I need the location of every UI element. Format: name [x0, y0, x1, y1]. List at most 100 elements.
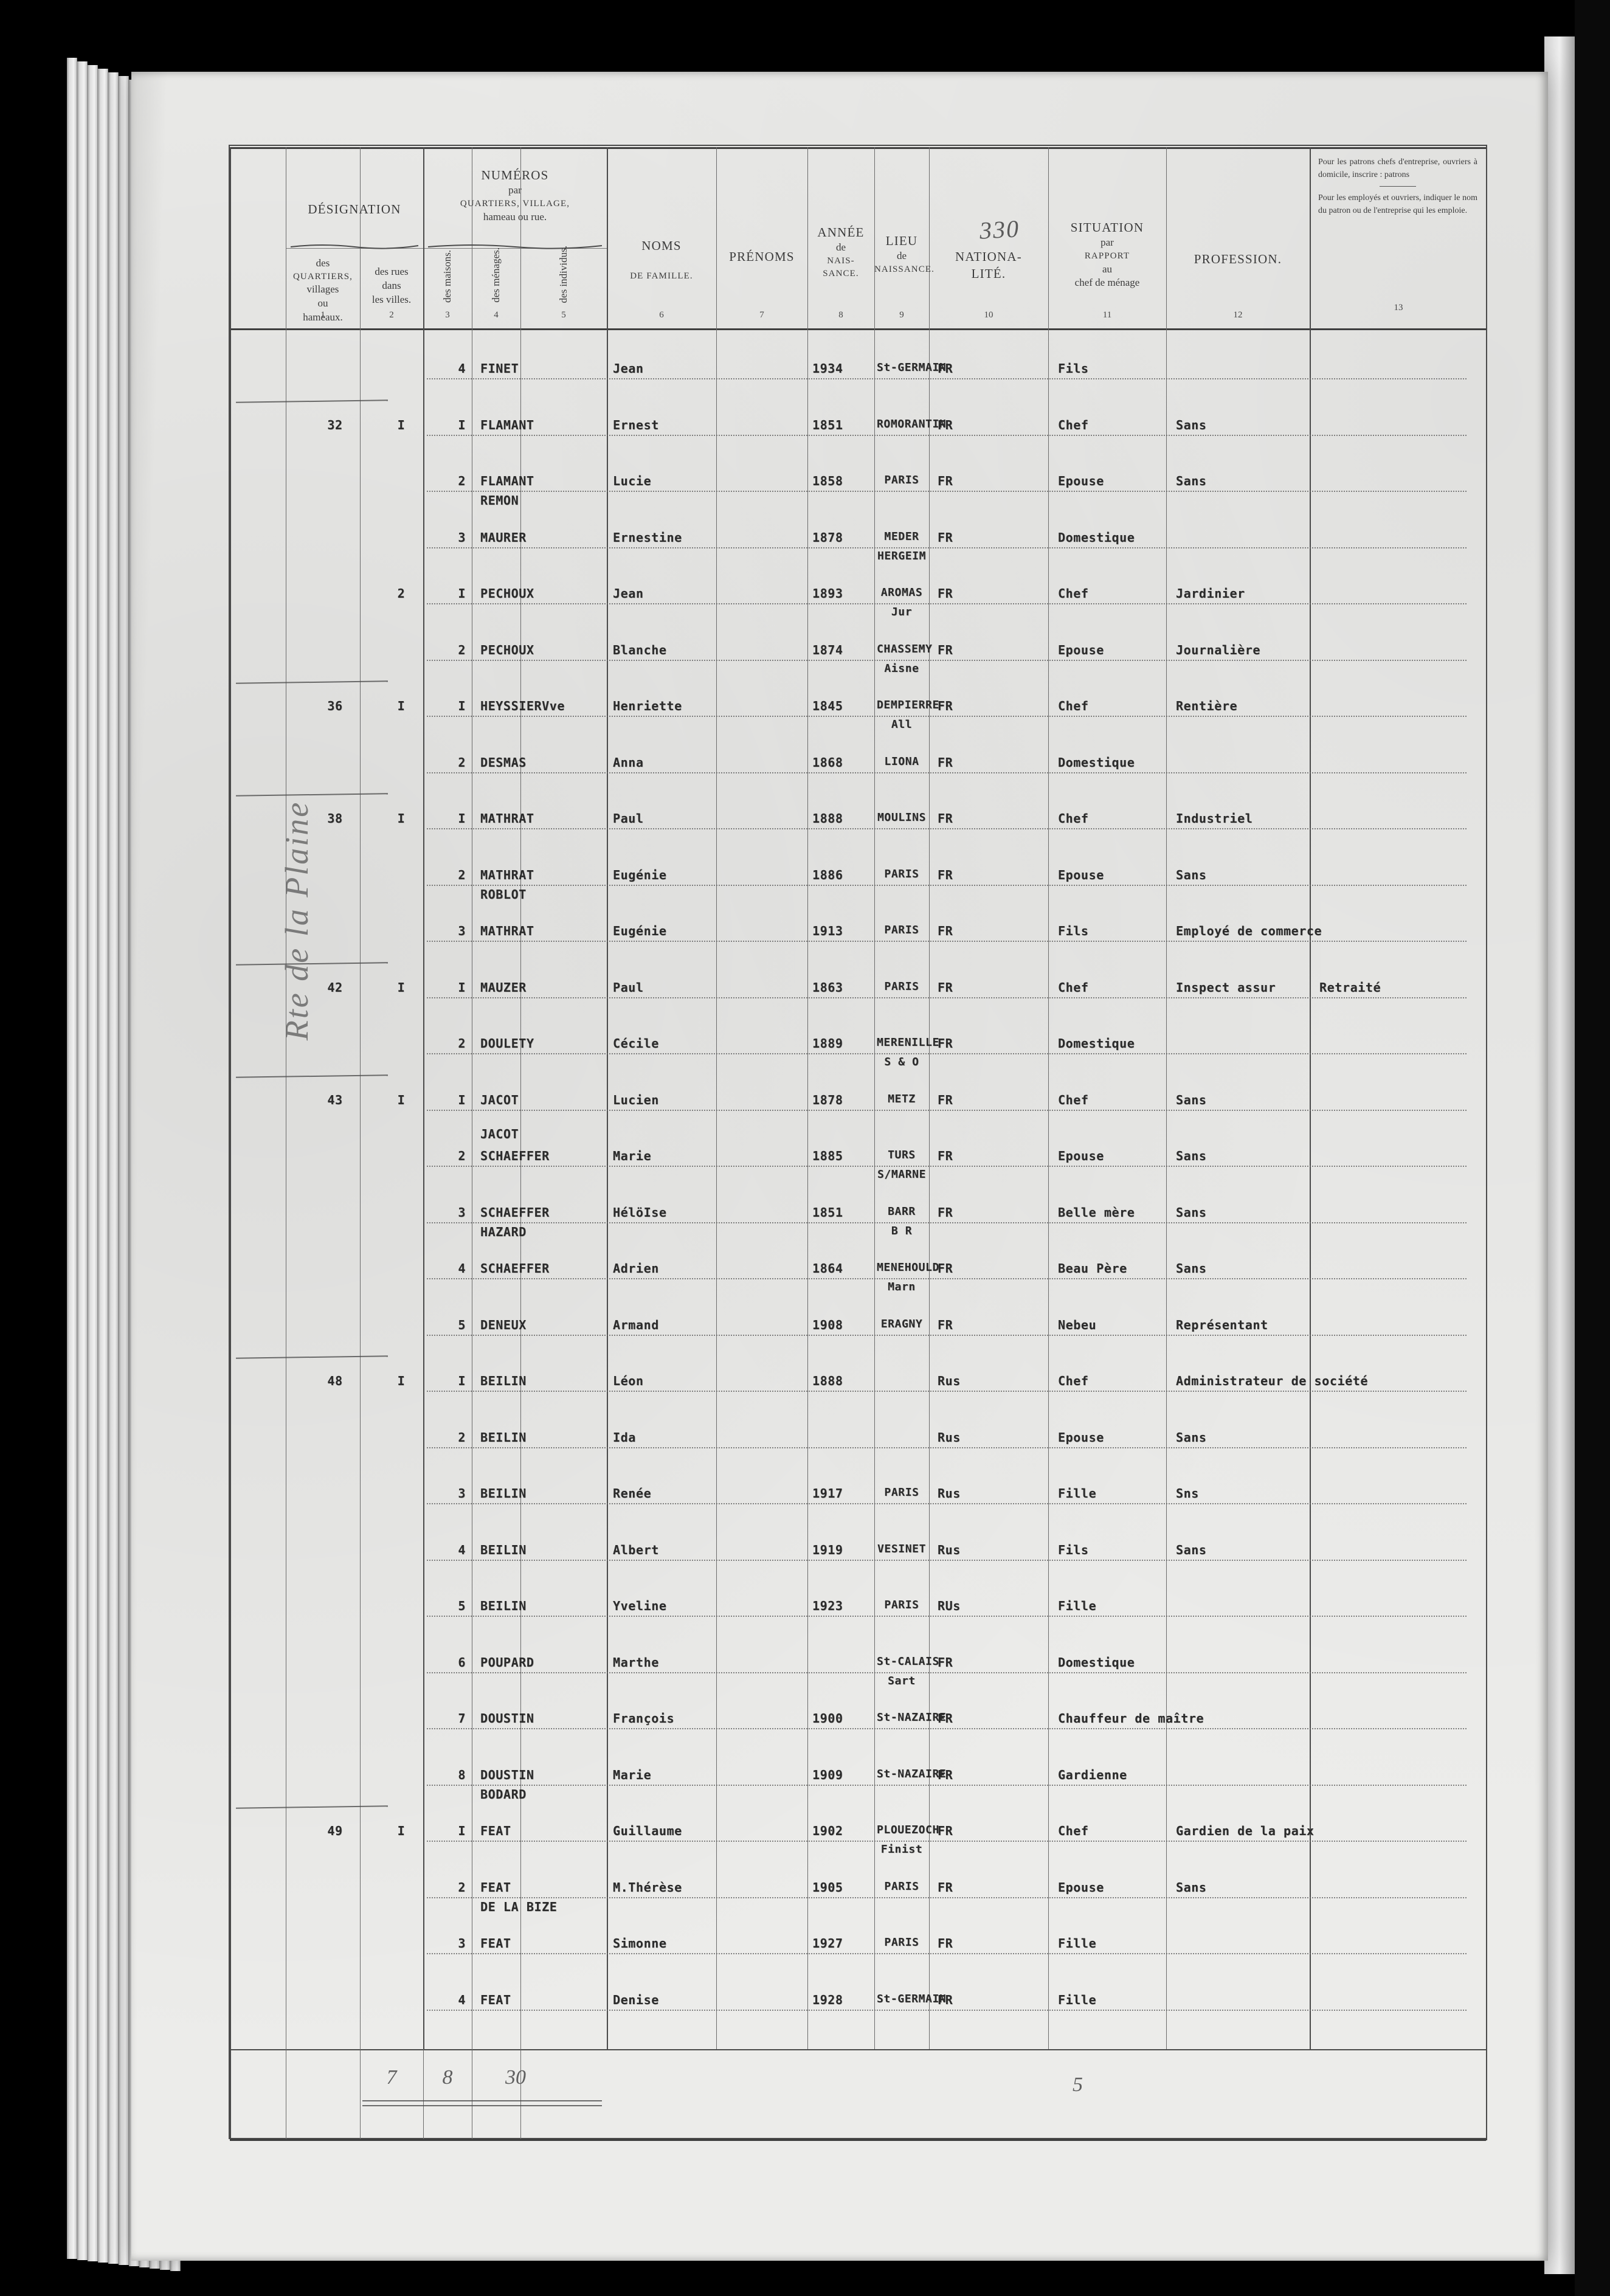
cell-profession: Industriel [1176, 811, 1253, 826]
cell-nat: Rus [938, 1542, 961, 1557]
cell-lieu: St-CALAIS [877, 1655, 939, 1668]
cell-indiv: I [458, 1824, 466, 1838]
cell-nat: FR [938, 811, 953, 826]
scan-right-margin [1575, 0, 1610, 2296]
scan-top-margin [0, 0, 1610, 72]
cell-prenom: Eugénie [613, 867, 667, 882]
cell-nom: BEILIN [480, 1542, 527, 1557]
cell-profession: Sans [1176, 1542, 1207, 1557]
page-edge [88, 65, 98, 2261]
cell-profession: Sans [1176, 1430, 1207, 1445]
cell-profession: Sans [1176, 1205, 1207, 1220]
cell-nom: SCHAEFFER [480, 1149, 550, 1163]
cell-prenom: Armand [613, 1317, 659, 1332]
street-name-handwritten: Rte de la Plaine [278, 800, 315, 1041]
cell-col13: Retraité [1319, 980, 1381, 995]
cell-lieu: All [891, 718, 913, 731]
cell-nom: MAUZER [480, 980, 527, 995]
cell-nom: DE LA BIZE [480, 1899, 558, 1914]
cell-indiv: 3 [458, 1486, 466, 1501]
cell-maison: 48 [327, 1374, 343, 1388]
cell-lieu: Marn [888, 1281, 916, 1293]
cell-situation: Gardienne [1058, 1767, 1127, 1782]
cell-prenom: Jean [613, 586, 644, 601]
cell-situation: Chef [1058, 1374, 1089, 1388]
cell-nom: FEAT [480, 1879, 511, 1895]
cell-nom: BEILIN [480, 1374, 527, 1388]
cell-menage: I [397, 811, 406, 826]
cell-nom: MATHRAT [480, 867, 534, 882]
page-edge [108, 72, 119, 2264]
header-col-rues: des rues dans les villes. [371, 266, 412, 305]
cell-indiv: 6 [458, 1655, 466, 1670]
cell-situation: Beau Père [1058, 1261, 1127, 1276]
cell-nat: FR [938, 474, 953, 488]
cell-lieu: S/MARNE [877, 1168, 927, 1181]
page-edge [98, 69, 108, 2263]
cell-indiv: 2 [458, 1430, 466, 1445]
cell-menage: I [397, 1824, 406, 1838]
cell-lieu: ROMORANTIN [877, 417, 947, 431]
cell-maison: 32 [327, 417, 343, 432]
cell-lieu: MEDER [884, 530, 919, 543]
cell-prenom: HélöIse [613, 1205, 667, 1220]
cell-annee: 1905 [812, 1879, 843, 1895]
cell-lieu: ERAGNY [880, 1317, 923, 1330]
header-col-annee: ANNÉE de NAIS- SANCE. [817, 225, 865, 278]
cell-profession: Sans [1176, 417, 1207, 432]
cell-situation: Epouse [1058, 1149, 1104, 1163]
header-col-nationalite: NATIONA- LITÉ. [955, 249, 1022, 282]
cell-lieu: PARIS [884, 1936, 919, 1949]
cell-maison: 38 [327, 811, 343, 826]
cell-nat: FR [938, 1317, 953, 1332]
cell-indiv: 2 [458, 474, 466, 488]
census-page: 3 30 DÉSIGNATION NUMÉROS par QUARTIERS, VILL… [131, 72, 1548, 2261]
header-col-lieu: LIEU de NAISSANCE. [874, 233, 935, 275]
cell-nat: FR [938, 924, 953, 938]
cell-maison: 36 [327, 699, 343, 713]
cell-situation: Fille [1058, 1936, 1097, 1951]
cell-nom: MATHRAT [480, 811, 534, 826]
cell-lieu: DEMPIERRE [877, 699, 939, 711]
cell-maison: 42 [327, 980, 343, 995]
cell-prenom: Paul [613, 980, 644, 995]
cell-profession: Sans [1176, 1879, 1207, 1895]
cell-profession: Inspect assur [1176, 980, 1276, 995]
cell-profession: Sns [1176, 1486, 1199, 1501]
cell-prenom: Henriette [613, 699, 682, 713]
header-col-number: 2 [389, 310, 394, 320]
cell-nat: Rus [938, 1486, 961, 1501]
cell-nom: MAURER [480, 530, 527, 545]
cell-nom: SCHAEFFER [480, 1261, 550, 1276]
cell-lieu: St-NAZAIRE [877, 1711, 947, 1724]
cell-maison: 49 [327, 1824, 343, 1838]
cell-situation: Nebeu [1058, 1317, 1097, 1332]
header-group-designation: DÉSIGNATION [308, 202, 401, 216]
cell-situation: Chef [1058, 586, 1089, 601]
cell-lieu: Aisne [884, 662, 919, 675]
cell-nom: BEILIN [480, 1599, 527, 1613]
cell-nom: POUPARD [480, 1655, 534, 1670]
cell-prenom: Renée [613, 1486, 652, 1501]
cell-nom: PECHOUX [480, 642, 534, 657]
cell-indiv: 5 [458, 1599, 466, 1613]
cell-lieu: Finist [880, 1843, 923, 1856]
cell-nom: FLAMANT [480, 417, 534, 432]
cell-nat: FR [938, 586, 953, 601]
cell-lieu: PARIS [884, 867, 919, 880]
cell-annee: 1927 [812, 1936, 843, 1951]
cell-annee: 1858 [812, 474, 843, 488]
cell-indiv: 2 [458, 1149, 466, 1163]
page-edge [77, 61, 88, 2260]
cell-prenom: M.Thérèse [613, 1879, 682, 1895]
cell-indiv: I [458, 1092, 466, 1107]
cell-prenom: Eugénie [613, 924, 667, 938]
cell-lieu: Sart [888, 1674, 916, 1687]
cell-prenom: Ernest [613, 417, 659, 432]
cell-indiv: 2 [458, 642, 466, 657]
cell-lieu: PARIS [884, 924, 919, 936]
cell-annee: 1900 [812, 1711, 843, 1726]
cell-situation: Fille [1058, 1992, 1097, 2007]
cell-lieu: MERENILLE [877, 1036, 939, 1049]
cell-maison: 43 [327, 1092, 343, 1107]
